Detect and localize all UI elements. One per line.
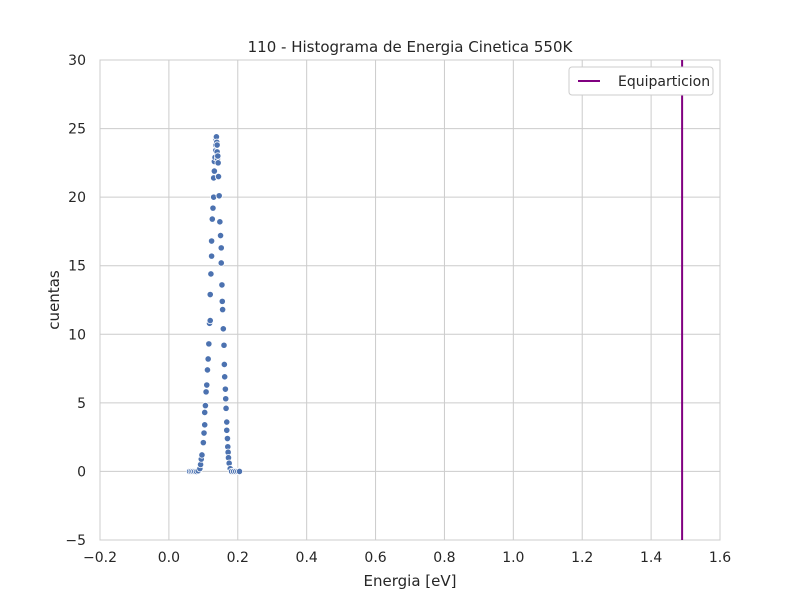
data-point bbox=[218, 297, 226, 305]
data-point bbox=[222, 404, 230, 412]
data-point bbox=[206, 316, 214, 325]
x-tick-labels: −0.2 0.0 0.2 0.4 0.6 0.8 1.0 1.2 1.4 1.6 bbox=[83, 550, 731, 566]
data-point bbox=[214, 159, 222, 167]
y-tick-label: 15 bbox=[68, 259, 86, 275]
x-tick-label: 0.0 bbox=[158, 550, 180, 566]
data-point bbox=[202, 388, 210, 396]
data-point bbox=[215, 192, 223, 200]
x-axis-label: Energia [eV] bbox=[364, 572, 457, 590]
data-point bbox=[223, 426, 231, 434]
data-point bbox=[204, 355, 212, 363]
data-point bbox=[208, 237, 216, 245]
data-point bbox=[219, 325, 227, 333]
x-tick-label: 0.4 bbox=[296, 550, 318, 566]
data-point bbox=[219, 305, 227, 314]
x-tick-label: 1.0 bbox=[502, 550, 524, 566]
data-point bbox=[222, 395, 230, 403]
data-point bbox=[216, 218, 224, 226]
data-point bbox=[200, 429, 208, 437]
data-point bbox=[208, 252, 216, 260]
x-tick-label: 0.6 bbox=[364, 550, 386, 566]
data-point bbox=[205, 340, 213, 348]
data-point bbox=[209, 204, 217, 212]
data-point bbox=[216, 231, 225, 240]
y-tick-label: 30 bbox=[68, 53, 86, 69]
plot-frame bbox=[99, 59, 721, 541]
data-point bbox=[220, 341, 228, 349]
legend-label-equiparticion: Equiparticion bbox=[618, 74, 710, 90]
data-point bbox=[208, 215, 216, 223]
data-point bbox=[223, 434, 232, 443]
y-tick-label: 20 bbox=[68, 190, 86, 206]
data-point bbox=[203, 381, 211, 389]
x-tick-label: −0.2 bbox=[83, 550, 117, 566]
y-axis-label: cuentas bbox=[45, 270, 63, 330]
x-tick-label: 1.2 bbox=[571, 550, 593, 566]
data-point bbox=[235, 467, 244, 476]
data-point bbox=[198, 451, 206, 459]
chart-title: 110 - Histograma de Energia Cinetica 550… bbox=[248, 38, 574, 56]
legend-box bbox=[568, 66, 714, 96]
data-point bbox=[218, 281, 226, 289]
data-point bbox=[213, 141, 221, 149]
data-point bbox=[214, 172, 223, 181]
data-point bbox=[203, 366, 212, 374]
data-point bbox=[217, 244, 225, 252]
data-point bbox=[221, 385, 229, 393]
y-tick-label: −5 bbox=[65, 533, 86, 549]
data-point bbox=[207, 270, 215, 278]
scatter-points bbox=[185, 133, 244, 476]
y-tick-label: 25 bbox=[68, 122, 86, 138]
x-tick-label: 0.2 bbox=[227, 550, 249, 566]
y-tick-label: 0 bbox=[77, 464, 86, 480]
data-point bbox=[210, 167, 218, 175]
data-point bbox=[201, 421, 209, 429]
data-point bbox=[221, 373, 229, 381]
data-point bbox=[199, 439, 207, 447]
y-tick-label: 5 bbox=[77, 396, 86, 412]
data-point bbox=[206, 290, 214, 299]
data-point bbox=[217, 259, 225, 267]
data-point bbox=[220, 360, 228, 369]
legend: Equiparticion bbox=[568, 66, 714, 96]
y-tick-label: 10 bbox=[68, 327, 86, 343]
x-tick-label: 0.8 bbox=[433, 550, 455, 566]
data-point bbox=[214, 152, 222, 160]
x-tick-label: 1.6 bbox=[709, 550, 731, 566]
data-point bbox=[201, 408, 209, 417]
x-tick-label: 1.4 bbox=[640, 550, 662, 566]
data-point bbox=[223, 418, 231, 426]
y-tick-labels: −5 0 5 10 15 20 25 30 bbox=[65, 53, 86, 549]
data-point bbox=[201, 401, 209, 410]
